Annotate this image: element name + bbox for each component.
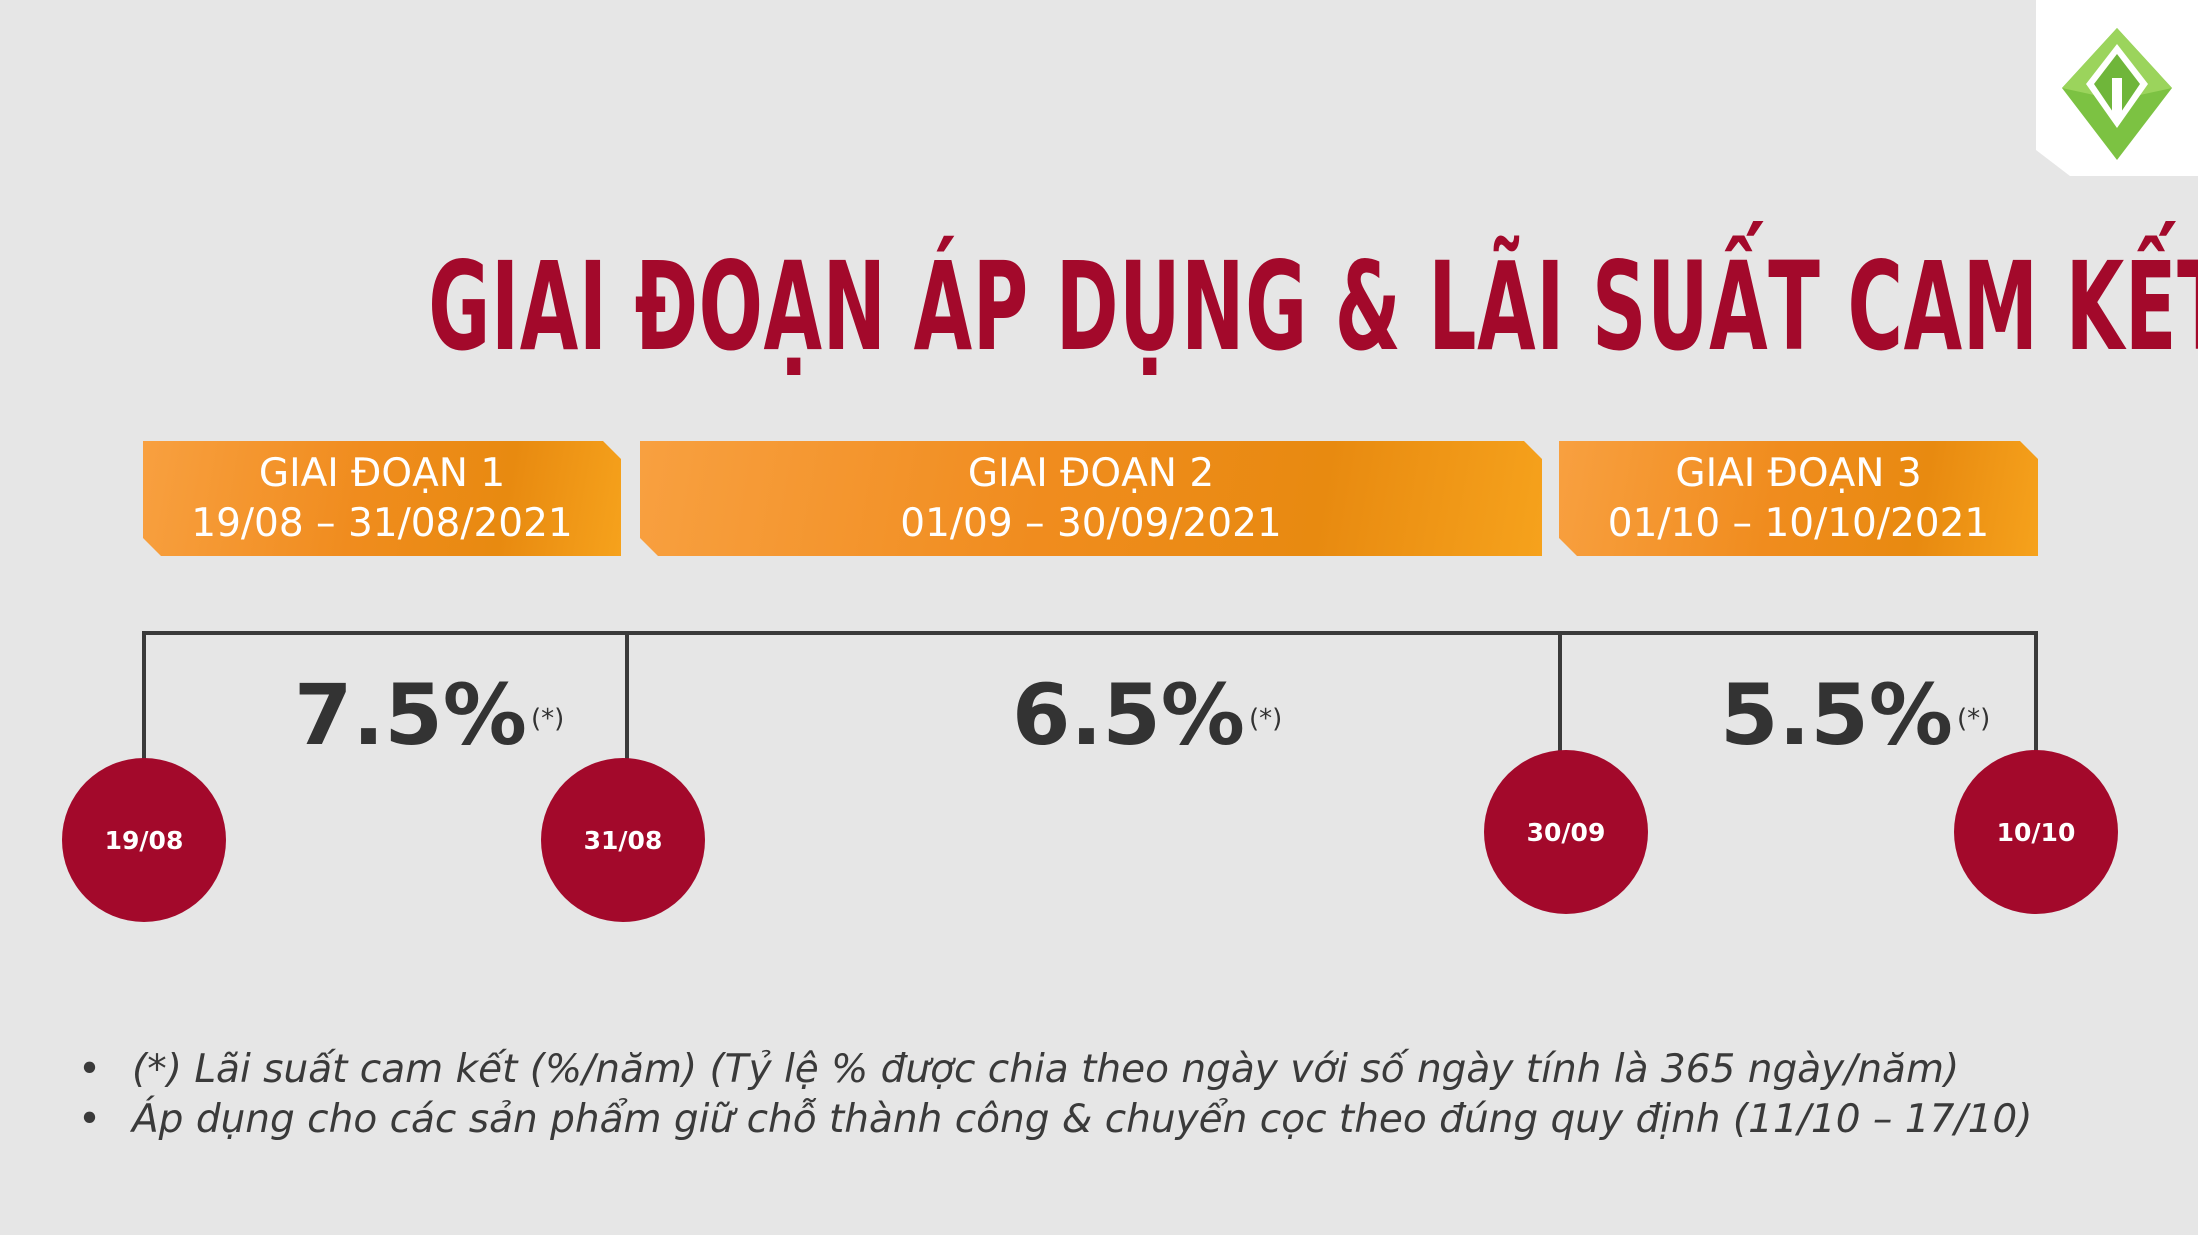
rate-phase-3: 5.5% (*) [1720, 665, 1990, 765]
rate-footnote: (*) [1956, 704, 1991, 734]
cube-logo-icon [2036, 0, 2198, 178]
phase-range: 01/10 – 10/10/2021 [1607, 501, 1990, 546]
phase-label: GIAI ĐOẠN 3 [1675, 451, 1922, 496]
phase-banner-3: GIAI ĐOẠN 3 01/10 – 10/10/2021 [1559, 441, 2038, 556]
date-marker-3: 30/09 [1484, 750, 1648, 914]
rate-footnote: (*) [530, 704, 565, 734]
rate-value: 6.5% [1012, 666, 1245, 764]
phase-range: 01/09 – 30/09/2021 [900, 501, 1282, 546]
bullet: • [78, 1047, 102, 1092]
note-text: Áp dụng cho các sản phẩm giữ chỗ thành c… [132, 1097, 2033, 1142]
timeline-connector [625, 631, 629, 761]
phase-label: GIAI ĐOẠN 1 [258, 451, 506, 496]
timeline-connector [142, 631, 146, 761]
timeline-connector [1558, 631, 1562, 753]
timeline-connector [2034, 631, 2038, 753]
rate-footnote: (*) [1248, 704, 1283, 734]
rate-value: 7.5% [294, 666, 527, 764]
phase-label: GIAI ĐOẠN 2 [967, 451, 1215, 496]
timeline-line [142, 631, 2038, 635]
rate-phase-1: 7.5% (*) [294, 665, 564, 765]
rate-phase-2: 6.5% (*) [1012, 665, 1282, 765]
phase-banner-1: GIAI ĐOẠN 1 19/08 – 31/08/2021 [143, 441, 621, 556]
note-item: • (*) Lãi suất cam kết (%/năm) (Tỷ lệ % … [78, 1045, 2178, 1095]
rate-value: 5.5% [1720, 666, 1953, 764]
phase-banner-2: GIAI ĐOẠN 2 01/09 – 30/09/2021 [640, 441, 1542, 556]
notes-list: • (*) Lãi suất cam kết (%/năm) (Tỷ lệ % … [78, 1045, 2178, 1145]
date-marker-4: 10/10 [1954, 750, 2118, 914]
page-title: GIAI ĐOẠN ÁP DỤNG & LÃI SUẤT CAM KẾT [428, 236, 2198, 378]
date-marker-1: 19/08 [62, 758, 226, 922]
date-marker-2: 31/08 [541, 758, 705, 922]
note-text: (*) Lãi suất cam kết (%/năm) (Tỷ lệ % đư… [132, 1047, 1960, 1092]
bullet: • [78, 1097, 102, 1142]
note-item: • Áp dụng cho các sản phẩm giữ chỗ thành… [78, 1095, 2178, 1145]
phase-range: 19/08 – 31/08/2021 [191, 501, 573, 546]
